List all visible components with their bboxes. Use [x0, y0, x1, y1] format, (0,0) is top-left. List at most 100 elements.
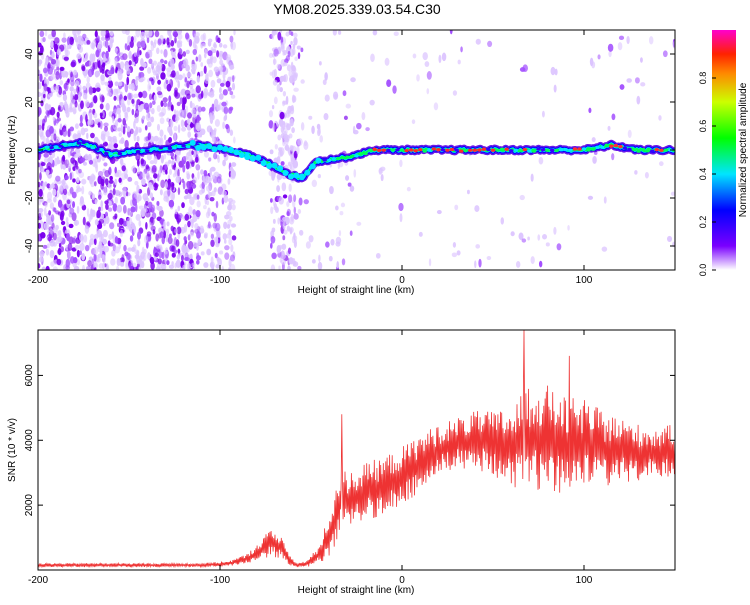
noise-speck: [272, 218, 276, 224]
noise-speck: [199, 70, 204, 77]
noise-speck: [213, 152, 218, 160]
ridge-blob: [408, 148, 414, 152]
noise-speck: [183, 223, 188, 233]
ridge-blob: [76, 141, 82, 145]
noise-speck: [218, 93, 224, 100]
ridge-blob: [349, 154, 355, 158]
ridge-blob: [206, 143, 213, 150]
noise-speck: [454, 204, 459, 211]
noise-speck: [553, 84, 557, 93]
noise-speck: [274, 143, 278, 150]
noise-speck: [210, 233, 215, 239]
noise-speck: [60, 184, 63, 192]
noise-speck: [177, 80, 180, 89]
noise-speck: [73, 33, 78, 41]
noise-speck: [61, 179, 66, 187]
noise-speck: [271, 252, 277, 260]
noise-speck: [114, 166, 117, 174]
noise-speck: [349, 185, 355, 192]
colorbar-tick-label: 0.8: [698, 72, 708, 85]
noise-speck: [182, 245, 188, 254]
ridge-blob: [195, 144, 202, 151]
noise-speck: [200, 34, 206, 42]
noise-speck: [207, 221, 211, 229]
noise-speck: [474, 260, 477, 269]
noise-speck: [38, 256, 44, 263]
noise-speck: [282, 121, 286, 126]
noise-speck: [40, 100, 44, 107]
noise-speck: [66, 232, 70, 242]
noise-speck: [150, 107, 155, 115]
noise-speck: [63, 83, 68, 90]
noise-speck: [50, 261, 55, 267]
noise-speck: [78, 90, 83, 96]
noise-speck: [182, 51, 187, 57]
noise-speck: [478, 258, 482, 268]
noise-speck: [286, 201, 290, 207]
noise-speck: [69, 36, 74, 45]
ridge-blob: [386, 148, 391, 152]
ridge-blob: [293, 172, 300, 179]
noise-speck: [44, 202, 48, 208]
noise-speck: [65, 258, 71, 268]
noise-speck: [143, 197, 150, 203]
noise-speck: [124, 139, 129, 149]
noise-speck: [182, 164, 186, 173]
noise-speck: [323, 112, 329, 121]
noise-speck: [126, 67, 131, 75]
noise-speck: [207, 58, 213, 68]
noise-speck: [43, 207, 47, 216]
ridge-blob: [454, 148, 459, 152]
noise-speck: [426, 88, 430, 95]
noise-speck: [154, 252, 159, 258]
noise-speck: [230, 244, 234, 253]
noise-speck: [194, 228, 200, 234]
noise-speck: [213, 171, 220, 178]
noise-speck: [97, 170, 104, 177]
noise-speck: [500, 217, 505, 225]
noise-speck: [187, 154, 193, 162]
noise-speck: [144, 125, 148, 131]
noise-speck: [114, 236, 119, 244]
noise-speck: [607, 125, 611, 131]
noise-speck: [66, 250, 71, 260]
noise-speck: [134, 129, 138, 137]
ridge-blob: [49, 146, 54, 150]
noise-speck: [163, 48, 168, 58]
noise-speck: [196, 131, 202, 138]
noise-speck: [58, 243, 62, 248]
ridge-blob: [531, 149, 537, 153]
noise-speck: [64, 229, 69, 235]
noise-speck: [72, 134, 76, 140]
noise-speck: [158, 244, 163, 251]
noise-speck: [216, 176, 222, 184]
noise-speck: [127, 217, 133, 224]
noise-speck: [149, 160, 155, 165]
noise-speck: [96, 210, 101, 219]
noise-speck: [175, 175, 181, 184]
noise-speck: [187, 131, 192, 138]
noise-speck: [288, 133, 293, 139]
noise-speck: [416, 74, 420, 82]
noise-speck: [213, 98, 219, 107]
noise-speck: [157, 258, 162, 265]
noise-speck: [278, 265, 281, 270]
noise-speck: [282, 127, 288, 136]
noise-speck: [136, 184, 140, 193]
noise-speck: [38, 82, 42, 90]
noise-speck: [324, 94, 330, 102]
noise-speck: [56, 258, 62, 266]
noise-speck: [229, 91, 234, 96]
noise-speck: [121, 253, 125, 262]
noise-speck: [197, 238, 202, 246]
noise-speck: [167, 187, 171, 197]
noise-speck: [287, 147, 290, 153]
noise-speck: [110, 258, 116, 266]
noise-speck: [184, 257, 190, 262]
noise-speck: [293, 194, 297, 203]
noise-speck: [199, 228, 205, 234]
noise-speck: [232, 75, 235, 83]
noise-speck: [287, 247, 292, 255]
snr-panel: -200 -100 0 100 2000 4000 6000 Height of stra…: [7, 329, 676, 596]
noise-speck: [116, 169, 122, 178]
